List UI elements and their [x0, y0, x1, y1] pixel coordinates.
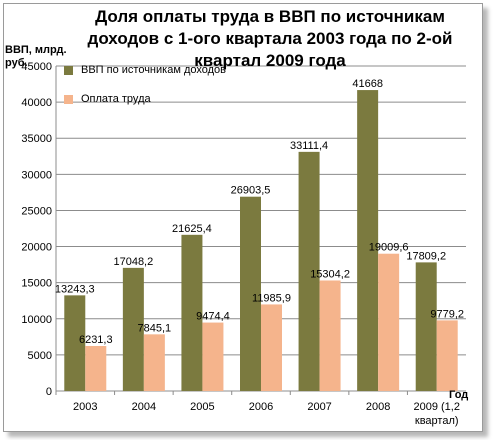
bar-gdp [181, 234, 203, 391]
y-axis-label: ВВП, млрд. руб. [5, 44, 67, 69]
y-tick-label: 20000 [21, 242, 52, 254]
bar-wages [85, 345, 107, 391]
legend-swatch-gdp [64, 65, 73, 75]
chart-title: Доля оплаты труда в ВВП по источникам до… [87, 7, 453, 70]
bar-wages [143, 334, 165, 391]
bar-gdp [64, 295, 86, 391]
x-tick-label: 2007 [307, 401, 331, 413]
data-label-wages: 9474,4 [196, 311, 230, 323]
data-label-gdp: 17048,2 [113, 256, 153, 268]
y-tick-label: 5000 [28, 350, 52, 362]
data-label-gdp: 17809,2 [406, 250, 446, 262]
y-tick-label: 30000 [21, 169, 52, 181]
bar-wages [261, 304, 282, 391]
data-label-gdp: 26903,5 [231, 185, 271, 197]
x-tick-label: 2005 [190, 401, 214, 413]
data-label-gdp: 41668 [352, 78, 383, 90]
y-tick-label: 0 [46, 386, 52, 398]
bar-gdp [298, 151, 320, 391]
data-label-gdp: 21625,4 [172, 223, 212, 235]
y-tick-label: 45000 [21, 61, 52, 73]
bar-wages [436, 320, 458, 391]
legend-item-gdp: ВВП по источникам доходов [64, 64, 226, 76]
bar-gdp [415, 262, 437, 391]
data-label-wages: 15304,2 [310, 268, 350, 280]
data-label-wages: 9779,2 [430, 308, 464, 320]
y-tick-label: 10000 [21, 314, 52, 326]
bar-gdp [122, 267, 144, 391]
data-label-wages: 7845,1 [138, 322, 172, 334]
bar-wages [202, 322, 224, 391]
bar-gdp [240, 196, 261, 391]
data-label-gdp: 13243,3 [55, 283, 95, 295]
x-tick-label: 2008 [366, 401, 390, 413]
data-label-wages: 19009,6 [369, 242, 409, 254]
chart-plot: 0 5000 10000 15000 20000 25000 30000 35000 40000… [21, 61, 466, 427]
x-tick-label: 2003 [73, 401, 97, 413]
x-tick-label: 2006 [249, 401, 273, 413]
x-tick-label: 2009 (1,2 квартал) [413, 401, 459, 427]
legend-item-wages: Оплата труда [64, 93, 151, 105]
x-tick-label: 2004 [132, 401, 156, 413]
chart-frame: 0 5000 10000 15000 20000 25000 30000 35000 40000… [3, 3, 483, 432]
data-label-gdp: 33111,4 [290, 140, 328, 152]
legend-label-wages: Оплата труда [81, 93, 151, 105]
legend-label-gdp: ВВП по источникам доходов [81, 64, 226, 76]
y-tick-label: 35000 [21, 133, 52, 145]
legend-swatch-wages [64, 94, 73, 104]
bar-wages [319, 280, 341, 391]
x-axis-label: Год [449, 389, 469, 401]
y-tick-label: 25000 [21, 205, 52, 217]
y-tick-label: 40000 [21, 97, 52, 109]
bar-wages [378, 253, 400, 391]
data-label-wages: 11985,9 [252, 292, 291, 304]
y-tick-label: 15000 [21, 278, 52, 290]
bar-gdp [357, 90, 379, 391]
data-label-wages: 6231,3 [79, 334, 113, 346]
